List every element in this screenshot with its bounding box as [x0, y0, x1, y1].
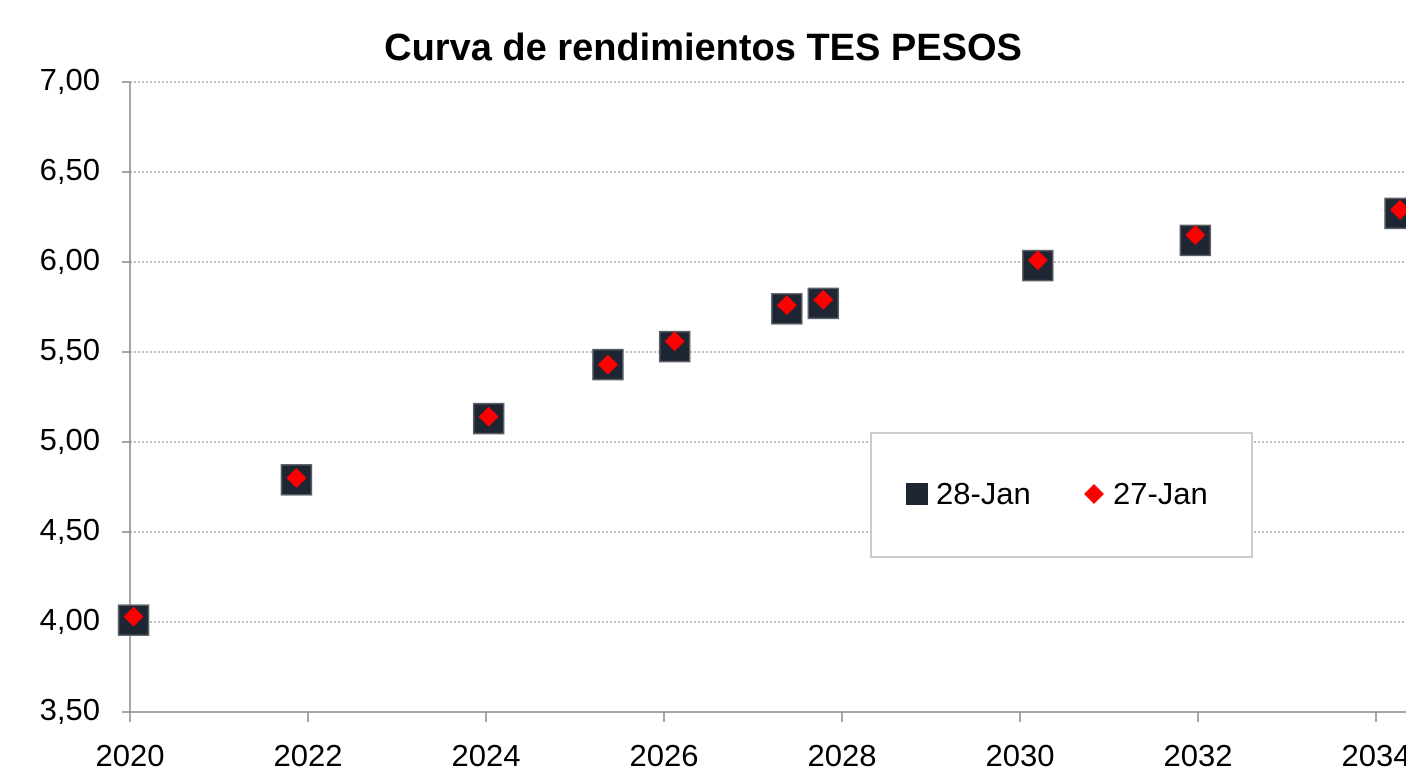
point: [813, 289, 834, 310]
point: [1027, 250, 1048, 271]
x-tick-label: 2028: [808, 738, 877, 773]
x-tick-label: 2034: [1342, 738, 1406, 773]
y-tick-label: 4,50: [40, 512, 100, 547]
y-tick-label: 5,00: [40, 422, 100, 457]
y-tick-label: 3,50: [40, 692, 100, 727]
x-tick-label: 2030: [986, 738, 1055, 773]
y-tick-label: 6,00: [40, 242, 100, 277]
x-tick-label: 2020: [96, 738, 165, 773]
point: [286, 468, 307, 488]
point: [597, 354, 618, 375]
point: [1390, 199, 1406, 220]
point: [123, 606, 144, 627]
x-tick-label: 2024: [452, 738, 521, 773]
y-tick-label: 4,00: [40, 602, 100, 637]
point: [776, 295, 797, 316]
point: [664, 331, 685, 352]
y-tick-label: 5,50: [40, 332, 100, 367]
y-tick-label: 7,00: [40, 62, 100, 97]
x-tick-label: 2032: [1164, 738, 1233, 773]
legend-swatch: [1084, 484, 1104, 504]
point: [1185, 225, 1206, 245]
x-tick-label: 2022: [274, 738, 343, 773]
x-tick-label: 2026: [630, 738, 699, 773]
legend-label: 28-Jan: [936, 476, 1031, 511]
legend-swatch: [906, 483, 928, 505]
legend-box: [870, 432, 1253, 558]
legend-label: 27-Jan: [1113, 476, 1208, 511]
y-tick-label: 6,50: [40, 152, 100, 187]
point: [478, 406, 499, 427]
chart-title: Curva de rendimientos TES PESOS: [384, 27, 1022, 69]
